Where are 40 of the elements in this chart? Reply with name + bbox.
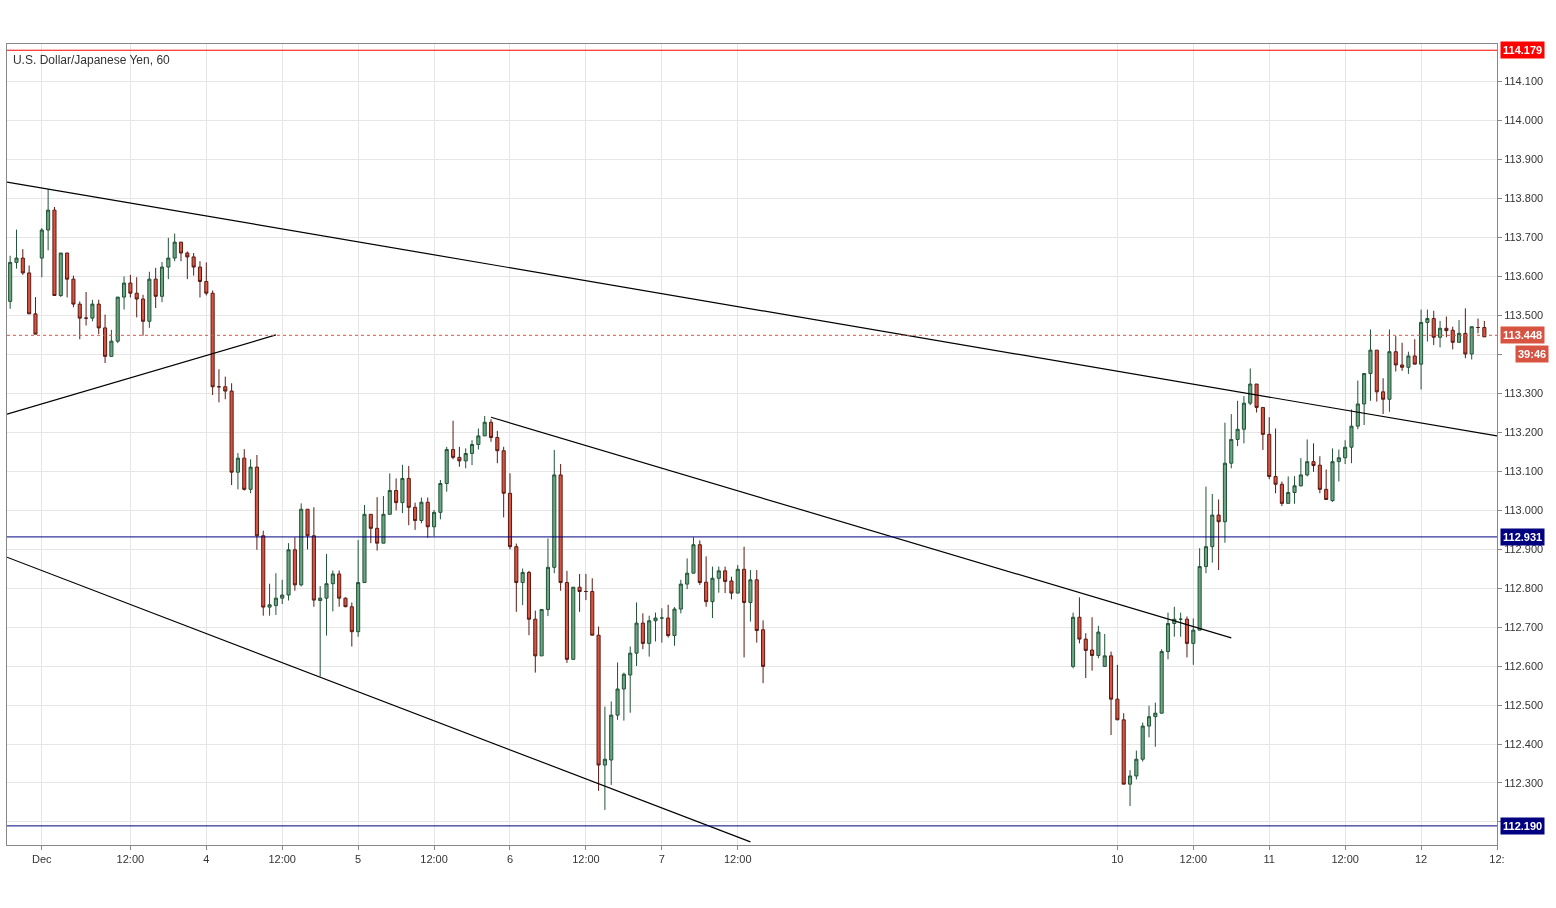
x-tick-label: 10	[1111, 853, 1124, 866]
text: U.S. Dollar/Japanese Yen, 60	[12, 53, 171, 68]
ref-line-label: 113.448	[1503, 329, 1543, 341]
x-tick-label: 4	[203, 853, 210, 866]
x-tick-label: 12:00	[1179, 853, 1208, 866]
x-tick-label: 7	[658, 853, 665, 866]
y-tick-label: 113.100	[1504, 464, 1544, 477]
y-tick-label: 112.800	[1504, 581, 1544, 594]
y-tick-label: 112.700	[1504, 620, 1544, 633]
y-tick-label: 112.300	[1504, 776, 1544, 789]
x-tick-label: 6	[506, 853, 514, 866]
y-tick-label: 112.600	[1504, 659, 1544, 672]
x-tick-label: 12:00	[723, 853, 752, 866]
y-tick-label: 113.200	[1504, 425, 1544, 438]
x-tick-label: 11	[1263, 853, 1275, 866]
y-tick-label: 113.000	[1504, 503, 1544, 516]
ref-line-label: 114.179	[1503, 44, 1543, 56]
x-tick-label: 12:00	[420, 853, 448, 866]
y-tick-label: 113.900	[1504, 152, 1544, 165]
y-tick-label: 112.900	[1504, 542, 1544, 555]
ref-line-label: 112.931	[1503, 531, 1543, 543]
x-tick-label: 12:00	[1331, 853, 1359, 866]
x-tick-label: 5	[355, 853, 362, 866]
ref-line-label: 112.190	[1503, 820, 1543, 832]
text: 39:46	[1518, 348, 1547, 360]
x-tick-label: 12:00	[116, 853, 145, 866]
y-tick-label: 113.500	[1504, 308, 1544, 321]
y-tick-label: 112.500	[1504, 698, 1544, 711]
x-tick-label: 12:00	[268, 853, 296, 866]
y-tick-label: 113.300	[1504, 386, 1544, 399]
x-tick-label: 12	[1414, 853, 1428, 866]
x-tick-label: Dec	[32, 853, 53, 866]
y-tick-label: 112.400	[1504, 737, 1544, 750]
x-tick-label: 12:	[1489, 853, 1505, 866]
y-tick-label: 113.800	[1504, 191, 1544, 204]
y-tick-label: 113.700	[1504, 230, 1544, 243]
y-tick-label: 113.600	[1504, 269, 1544, 282]
x-tick-label: 12:00	[572, 853, 600, 866]
y-tick-label: 114.000	[1504, 113, 1544, 126]
y-tick-label: 114.100	[1504, 74, 1544, 87]
